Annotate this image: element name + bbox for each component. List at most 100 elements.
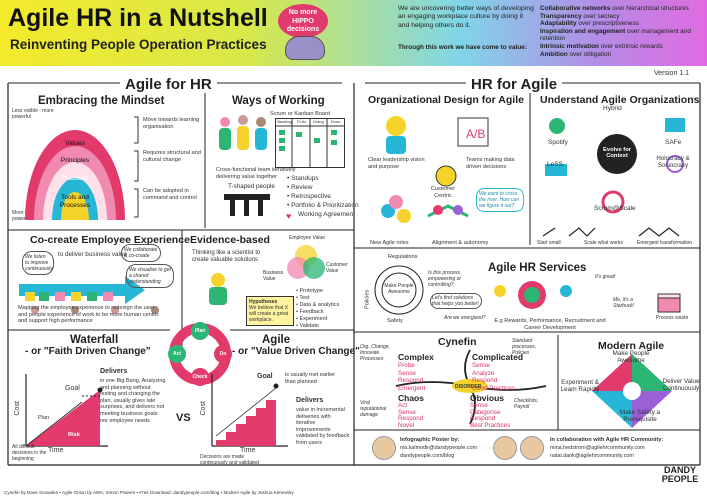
cynefin-note: Org. Change, Innovate Processes bbox=[360, 344, 391, 362]
page-subtitle: Reinventing People Operation Practices bbox=[10, 37, 267, 52]
framework-label: SAFe bbox=[665, 139, 682, 146]
framework-label: Holocracy & Sociocracy bbox=[656, 155, 690, 169]
vs-label: VS bbox=[176, 412, 191, 424]
cynefin-chaos-steps: Act Sense Respond Novel bbox=[398, 402, 424, 429]
services-title: Agile HR Services bbox=[488, 262, 587, 274]
deliver-label: to deliver business value bbox=[58, 251, 127, 258]
cynefin-note: Standard processes, Policies bbox=[512, 338, 537, 356]
river-note: We want to cross the river. How can we f… bbox=[476, 188, 524, 212]
org-design-sketches: A/B bbox=[381, 116, 489, 223]
author-avatar bbox=[520, 436, 544, 460]
author-avatar bbox=[493, 436, 517, 460]
org-item: Teams making data driven decisions bbox=[466, 157, 515, 170]
svg-text:A/B: A/B bbox=[466, 127, 485, 141]
journey-map bbox=[19, 276, 159, 314]
org-item: Alignment & autonomy bbox=[432, 240, 489, 246]
org-design-title: Organizational Design for Agile bbox=[368, 94, 524, 106]
cynefin-framework bbox=[395, 349, 547, 425]
pdca-label: Act bbox=[172, 351, 182, 357]
framework-label: Hybrid bbox=[603, 105, 622, 112]
venn-label: Business Value bbox=[263, 270, 284, 282]
header-banner bbox=[0, 0, 707, 66]
org-item: New Agile roles bbox=[370, 240, 409, 246]
onion-ring-label: Practices bbox=[61, 175, 89, 182]
agile-cost-axis: Cost bbox=[199, 401, 207, 416]
frameworks-diagram bbox=[542, 118, 685, 237]
ceremony-list: • Standups • Review • Retrospective • Po… bbox=[287, 175, 359, 209]
poster-title: Infographic Poster by: bbox=[400, 437, 460, 443]
value-item: Intrinsic motivation over extrinsic rewa… bbox=[540, 42, 663, 50]
scale-step: Start small bbox=[537, 240, 561, 246]
cynefin-note: Checklists, Payroll bbox=[514, 398, 539, 410]
modern-agile-quadrant: Make People Awesome bbox=[612, 350, 650, 364]
cynefin-complex: Complex bbox=[398, 352, 434, 362]
dandy-people-logo: DANDY PEOPLE bbox=[661, 465, 699, 484]
waterfall-time-axis: Time bbox=[48, 447, 64, 454]
service-quote: Are we energized? bbox=[444, 315, 486, 321]
services-rings bbox=[374, 265, 424, 315]
collab-email: natal.dank@agilehrcommunity.com bbox=[550, 453, 634, 459]
evidence-list: • Prototype • Test • Data & analytics • Fe… bbox=[296, 288, 340, 329]
cynefin-complicated: Complicated bbox=[472, 352, 524, 362]
org-item: Customer Centric bbox=[430, 186, 456, 199]
pdca-label: Check bbox=[192, 374, 208, 380]
make-awesome-label: Make People Awesome bbox=[384, 283, 414, 295]
value-item: Inspiration and engagement over manageme… bbox=[540, 27, 691, 43]
ways-of-working-title: Ways of Working bbox=[232, 95, 325, 107]
board-column: Done bbox=[330, 119, 341, 124]
framework-label: LeSS bbox=[547, 161, 563, 168]
evolve-label: Evolve for Context bbox=[602, 147, 632, 159]
service-quote: Is this process empowering or controllin… bbox=[428, 270, 462, 288]
speech-bubble: We collaborate & co-create bbox=[121, 244, 161, 262]
cynefin-note: Viral reputational damage bbox=[360, 400, 387, 418]
modern-agile-quadrant: Experiment & Learn Rapidly bbox=[560, 379, 600, 393]
manifesto-intro-bold: Through this work we have come to value: bbox=[398, 44, 527, 51]
onion-ring-label: Mindset bbox=[62, 123, 88, 130]
cynefin-obvious: Obvious bbox=[470, 393, 505, 403]
cross-functional-label: Cross-functional team iteratively delive… bbox=[216, 167, 296, 180]
agile-delivers: Delivers bbox=[296, 397, 324, 404]
hippo-speech-bubble: No more HIPPO decisions bbox=[278, 4, 328, 38]
hr-for-agile-heading: HR for Agile bbox=[466, 76, 563, 93]
speech-bubble: We visualise to get a shared understandi… bbox=[126, 264, 174, 288]
agile-chart bbox=[211, 374, 288, 447]
cocreate-title: Co-create Employee Experience bbox=[30, 234, 190, 246]
pdca-label: Plan bbox=[194, 328, 206, 334]
version-label: Version 1.1 bbox=[654, 70, 690, 77]
manifesto-intro: We are uncovering better ways of develop… bbox=[398, 5, 534, 29]
onion-ring-label: Principles bbox=[60, 157, 90, 164]
waterfall-cost-axis: Cost bbox=[13, 401, 21, 416]
onion-ring-label: Values bbox=[65, 140, 85, 147]
framework-label: Spotify bbox=[548, 139, 568, 146]
agile-for-hr-heading: Agile for HR bbox=[120, 76, 217, 93]
t-shaped-label: T-shaped people bbox=[228, 183, 275, 190]
evidence-think: Thinking like a scientist to create valu… bbox=[192, 250, 261, 263]
poster-blog: dandypeople.com/blog bbox=[400, 453, 455, 459]
cynefin-complicated-steps: Sense Analyze Respond Good Practices bbox=[472, 362, 516, 392]
team-people-icon bbox=[219, 115, 267, 150]
agile-subtitle: - or "Value Driven Change" bbox=[232, 346, 360, 357]
onion-note: Can be adopted in command and control bbox=[143, 188, 197, 201]
working-agreement-label: Working Agreement bbox=[298, 211, 355, 218]
value-venn bbox=[287, 245, 325, 279]
venn-label: Customer Value bbox=[326, 262, 348, 274]
evidence-title: Evidence-based bbox=[190, 234, 270, 246]
agile-desc: value in incremental deliveries with ite… bbox=[296, 407, 350, 446]
kanban-board bbox=[275, 118, 345, 168]
waterfall-desc: in one Big Bang. Analyzing and planning … bbox=[100, 378, 166, 424]
collab-title: In collaboration with Agile HR Community… bbox=[550, 437, 664, 443]
safety-label: Safety bbox=[387, 318, 403, 324]
starbuck-quote: Me, it's a Starbuck! bbox=[613, 297, 635, 309]
poster-email: nia.kalmodir@dandypeople.com bbox=[400, 445, 478, 451]
cake-icon bbox=[657, 293, 681, 313]
onion-brackets bbox=[134, 116, 139, 218]
agile-footnote: Decisions are made continuously and vali… bbox=[200, 454, 259, 466]
value-item: Collaborative networks over hierarchical… bbox=[540, 5, 689, 12]
page-title: Agile HR in a Nutshell bbox=[8, 4, 268, 32]
service-cycle-icon bbox=[494, 281, 572, 309]
pdca-label: Do bbox=[219, 351, 227, 357]
cocreate-desc: Mapping the employee experience to redes… bbox=[18, 305, 160, 325]
board-column: To do bbox=[296, 119, 307, 124]
cynefin-chaos: Chaos bbox=[398, 393, 424, 403]
